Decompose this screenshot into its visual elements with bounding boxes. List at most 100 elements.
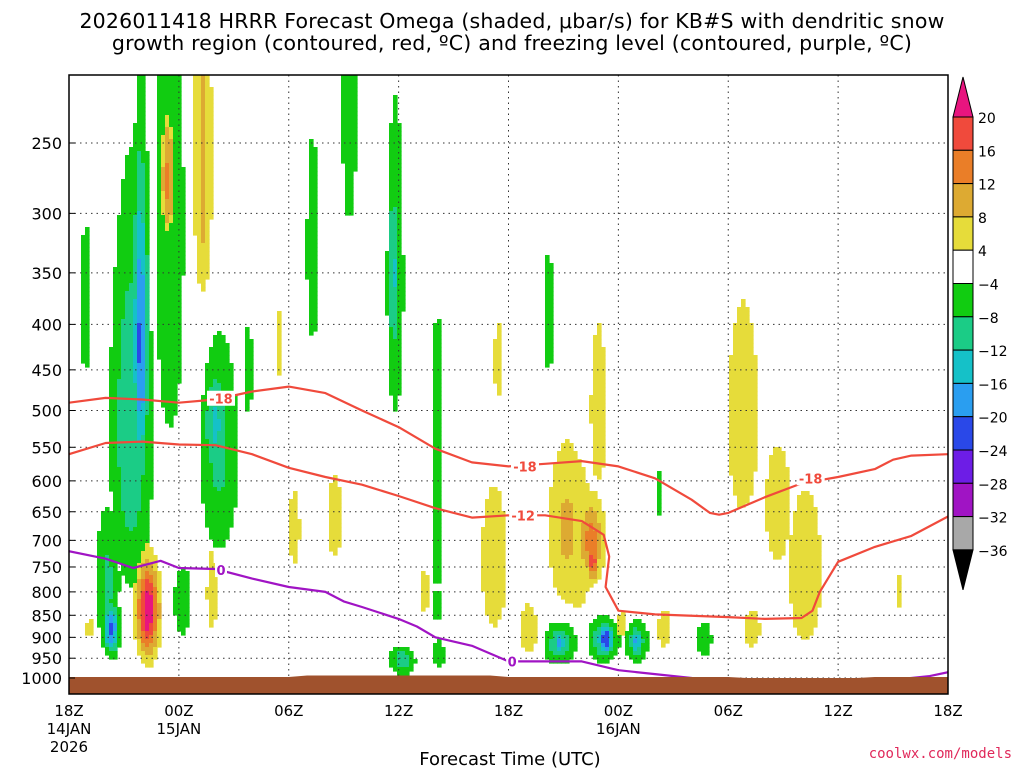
omega-cell <box>593 395 598 400</box>
omega-cell <box>157 303 162 308</box>
omega-cell <box>169 407 174 412</box>
omega-cell <box>593 547 598 552</box>
omega-cell <box>229 363 234 368</box>
omega-cell <box>133 339 138 344</box>
omega-cell <box>205 439 210 444</box>
omega-cell <box>101 623 106 628</box>
omega-cell <box>181 187 186 192</box>
omega-cell <box>549 343 554 348</box>
omega-cell <box>389 247 394 252</box>
omega-cell <box>173 263 178 268</box>
omega-cell <box>117 631 122 636</box>
omega-cell <box>397 311 402 316</box>
omega-cell <box>497 555 502 560</box>
omega-cell <box>109 551 114 556</box>
omega-cell <box>185 571 190 576</box>
omega-cell <box>745 351 750 356</box>
omega-cell <box>577 579 582 584</box>
omega-cell <box>173 375 178 380</box>
omega-cell <box>397 379 402 384</box>
omega-cell <box>501 555 506 560</box>
omega-cell <box>573 547 578 552</box>
omega-cell <box>137 363 142 368</box>
omega-cell <box>169 179 174 184</box>
omega-cell <box>609 631 614 636</box>
omega-cell <box>389 139 394 144</box>
omega-cell <box>437 499 442 504</box>
omega-cell <box>153 555 158 560</box>
omega-cell <box>525 627 530 632</box>
omega-cell <box>577 475 582 480</box>
omega-cell <box>433 439 438 444</box>
omega-cell <box>129 579 134 584</box>
omega-cell <box>493 555 498 560</box>
omega-cell <box>157 307 162 312</box>
omega-cell <box>597 391 602 396</box>
omega-cell <box>745 435 750 440</box>
omega-cell <box>277 319 282 324</box>
omega-cell <box>329 487 334 492</box>
omega-cell <box>149 347 154 352</box>
omega-cell <box>805 527 810 532</box>
omega-cell <box>589 531 594 536</box>
omega-cell <box>485 519 490 524</box>
omega-cell <box>209 143 214 148</box>
omega-cell <box>145 583 150 588</box>
omega-cell <box>209 135 214 140</box>
omega-cell <box>129 283 134 288</box>
omega-cell <box>109 587 114 592</box>
omega-cell <box>801 547 806 552</box>
omega-cell <box>157 343 162 348</box>
omega-cell <box>797 611 802 616</box>
omega-cell <box>293 539 298 544</box>
omega-cell <box>385 295 390 300</box>
omega-cell <box>769 503 774 508</box>
omega-cell <box>437 563 442 568</box>
omega-cell <box>397 171 402 176</box>
omega-cell <box>213 367 218 372</box>
omega-cell <box>809 571 814 576</box>
omega-cell <box>433 323 438 328</box>
omega-cell <box>573 579 578 584</box>
omega-cell <box>113 355 118 360</box>
omega-cell <box>205 159 210 164</box>
omega-cell <box>165 147 170 152</box>
omega-cell <box>437 451 442 456</box>
omega-cell <box>129 275 134 280</box>
omega-cell <box>117 287 122 292</box>
omega-cell <box>545 327 550 332</box>
omega-cell <box>197 91 202 96</box>
omega-cell <box>437 359 442 364</box>
omega-cell <box>345 95 350 100</box>
omega-cell <box>165 179 170 184</box>
omega-cell <box>137 507 142 512</box>
omega-cell <box>193 75 198 80</box>
omega-cell <box>201 459 206 464</box>
omega-cell <box>133 303 138 308</box>
omega-cell <box>145 611 150 616</box>
omega-cell <box>157 159 162 164</box>
omega-cell <box>117 487 122 492</box>
omega-cell <box>169 91 174 96</box>
omega-cell <box>745 447 750 452</box>
omega-cell <box>137 163 142 168</box>
omega-cell <box>393 343 398 348</box>
omega-cell <box>789 599 794 604</box>
omega-cell <box>577 463 582 468</box>
omega-cell <box>593 339 598 344</box>
omega-cell <box>169 331 174 336</box>
omega-cell <box>597 395 602 400</box>
omega-cell <box>153 567 158 572</box>
omega-cell <box>809 567 814 572</box>
omega-cell <box>741 491 746 496</box>
omega-cell <box>493 339 498 344</box>
omega-cell <box>797 607 802 612</box>
omega-cell <box>341 83 346 88</box>
omega-cell <box>485 595 490 600</box>
omega-cell <box>209 611 214 616</box>
omega-cell <box>145 279 150 284</box>
omega-cell <box>145 315 150 320</box>
omega-cell <box>277 351 282 356</box>
omega-cell <box>201 423 206 428</box>
omega-cell <box>145 523 150 528</box>
